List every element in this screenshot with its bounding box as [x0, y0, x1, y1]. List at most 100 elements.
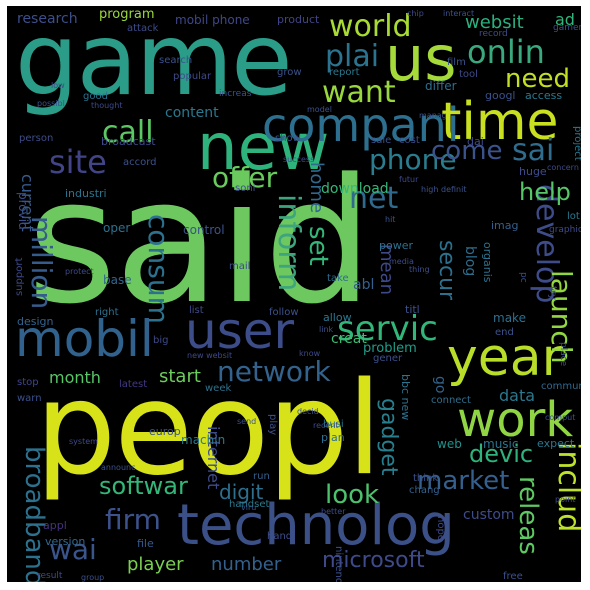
word-help: help	[519, 178, 571, 206]
word-ad: ad	[555, 10, 575, 29]
word-come: come	[431, 136, 503, 166]
word-network: network	[217, 355, 331, 388]
word-file: file	[137, 537, 154, 550]
word-manag: manag	[419, 111, 447, 120]
word-lot: lot	[567, 211, 580, 222]
word-version: version	[45, 535, 86, 548]
word-blog: blog	[462, 246, 478, 277]
word-sale: sale	[371, 135, 392, 146]
word-week: week	[205, 383, 232, 394]
word-europ: europ	[149, 425, 181, 438]
word-soni: soni	[235, 183, 256, 194]
word-websit: websit	[465, 12, 524, 33]
word-mobil: mobil	[15, 310, 154, 368]
word-success: success	[283, 155, 315, 164]
word-includ: includ	[551, 442, 581, 533]
word-busi: busi	[323, 419, 344, 430]
word-creat: creat	[331, 331, 367, 347]
word-start: start	[159, 366, 201, 387]
word-oper: oper	[103, 221, 131, 235]
word-huge: huge	[519, 165, 547, 178]
word-control: control	[183, 223, 225, 237]
word-dai: dai	[467, 135, 484, 148]
word-high-definit: high definit	[421, 185, 467, 194]
word-plan: plan	[321, 431, 345, 444]
word-go: go	[432, 376, 448, 394]
word-hand: hand	[267, 531, 293, 542]
word-interact: pc	[518, 272, 528, 283]
word-person: person	[19, 133, 54, 144]
word-industri: industri	[65, 187, 107, 200]
word-record: record	[479, 29, 508, 39]
word-connect: connect	[431, 395, 471, 406]
word-thought: thought	[91, 101, 123, 110]
word-expect: expect	[537, 437, 575, 450]
word-new: new	[197, 111, 330, 185]
word-handset: handset	[229, 499, 270, 510]
word-broadband: broadband	[19, 446, 49, 582]
word-link: link	[319, 325, 334, 334]
word-send: send	[237, 417, 257, 426]
word-cost: cost	[399, 135, 420, 146]
word-access: access	[525, 89, 563, 102]
word-said: said	[27, 141, 373, 342]
word-stop: stop	[17, 377, 39, 388]
word-need: need	[505, 64, 570, 94]
word-comput: play	[267, 414, 278, 436]
word-comput-small: decid	[297, 407, 319, 416]
word-machin: machin	[181, 433, 226, 447]
word-chang: chang	[409, 485, 440, 496]
word-appl: appl	[43, 519, 67, 532]
word-futur: recent	[313, 421, 339, 430]
word-music: music	[483, 437, 519, 451]
word-player: player	[127, 554, 184, 575]
word-tool: tool	[459, 69, 478, 80]
word-titl: titl	[405, 303, 420, 316]
word-abl: abl	[353, 277, 375, 293]
word-set: set	[303, 226, 333, 266]
word-month: month	[49, 368, 101, 387]
word-protect: try	[547, 286, 558, 300]
word-microsoft: microsoft	[322, 548, 425, 573]
word-low: low	[51, 81, 65, 90]
word-base: base	[103, 273, 132, 287]
word-design: design	[17, 315, 54, 328]
word-call: call	[102, 115, 154, 150]
word-attack: attack	[127, 23, 159, 34]
word-commun: commun	[541, 381, 581, 392]
word-thing: interact	[443, 9, 475, 18]
word-search: search	[159, 55, 193, 66]
word-know: know	[299, 349, 321, 358]
word-run: run	[253, 471, 270, 482]
word-grow: grow	[277, 67, 302, 78]
word-consum: consum	[142, 214, 175, 324]
word-technolog: technolog	[177, 493, 455, 558]
word-right: right	[95, 307, 119, 318]
word-warn: warn	[17, 393, 42, 404]
word-world: world	[329, 9, 412, 44]
word-cloud-background: said peopl game technolog new us time co…	[7, 6, 581, 582]
word-problem: problem	[363, 341, 417, 356]
word-year: year	[447, 328, 564, 388]
word-firm: firm	[105, 503, 161, 536]
word-look: look	[325, 480, 380, 510]
word-latest: latest	[119, 379, 148, 390]
word-end: end	[495, 327, 514, 338]
word-import: hope	[435, 516, 446, 541]
word-wai: wai	[49, 533, 97, 566]
word-list: list	[189, 305, 204, 316]
word-servic: servic	[337, 309, 438, 349]
word-offer: offer	[212, 161, 278, 194]
word-project: project	[572, 126, 581, 161]
word-hope: better	[321, 507, 346, 516]
word-organis: organis	[481, 242, 494, 283]
word-graphic: graphic	[549, 225, 581, 235]
word-compani: compani	[262, 98, 460, 152]
word-accord: accord	[123, 157, 157, 168]
word-point: media	[389, 257, 414, 266]
word-gadget: gadget	[376, 398, 401, 476]
word-allow: allow	[323, 311, 352, 324]
word-user: user	[185, 302, 295, 360]
word-support: chip	[407, 9, 424, 18]
